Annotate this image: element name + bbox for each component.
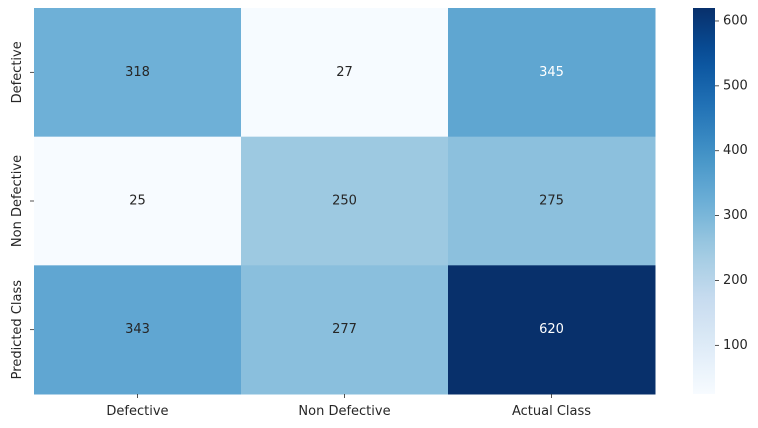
heatmap-cell-r0-c0 [34, 8, 242, 138]
heatmap-cell-r1-c0 [34, 136, 242, 266]
x-tick-label-2: Actual Class [512, 404, 591, 419]
heatmap-cell-r2-c2 [448, 265, 656, 395]
colorbar-tick-label-1: 200 [723, 273, 748, 288]
cell-value-r2-c2: 620 [539, 322, 564, 337]
x-axis: Defective Non Defective Actual Class [106, 394, 591, 419]
heatmap-cell-r1-c2 [448, 136, 656, 266]
colorbar-tick-label-3: 400 [723, 143, 748, 158]
cell-value-r0-c0: 318 [125, 65, 150, 80]
heatmap-cell-r0-c1 [241, 8, 449, 138]
heatmap-cell-r2-c0 [34, 265, 242, 395]
cell-value-r0-c1: 27 [336, 65, 353, 80]
heatmap-cell-labels: 318 27 345 25 250 275 343 277 620 [125, 65, 564, 337]
colorbar-tick-label-5: 600 [723, 13, 748, 28]
y-axis: Defective Non Defective Predicted Class [10, 41, 34, 379]
cell-value-r2-c1: 277 [332, 322, 357, 337]
colorbar: 100 200 300 400 500 600 [693, 8, 748, 394]
cell-value-r2-c0: 343 [125, 322, 150, 337]
colorbar-tick-label-2: 300 [723, 208, 748, 223]
colorbar-tick-label-0: 100 [723, 338, 748, 353]
heatmap-cell-r0-c2 [448, 8, 656, 138]
cell-value-r1-c2: 275 [539, 194, 564, 209]
cell-value-r0-c2: 345 [539, 65, 564, 80]
y-tick-label-2: Predicted Class [10, 280, 25, 380]
y-tick-label-0: Defective [10, 41, 25, 103]
y-tick-label-1: Non Defective [10, 155, 25, 247]
cell-value-r1-c0: 25 [129, 194, 146, 209]
heatmap-cell-r2-c1 [241, 265, 449, 395]
heatmap-cells [34, 8, 656, 395]
colorbar-gradient [693, 8, 715, 394]
x-tick-label-1: Non Defective [298, 404, 390, 419]
colorbar-tick-label-4: 500 [723, 78, 748, 93]
heatmap-cell-r1-c1 [241, 136, 449, 266]
x-tick-label-0: Defective [106, 404, 168, 419]
cell-value-r1-c1: 250 [332, 194, 357, 209]
